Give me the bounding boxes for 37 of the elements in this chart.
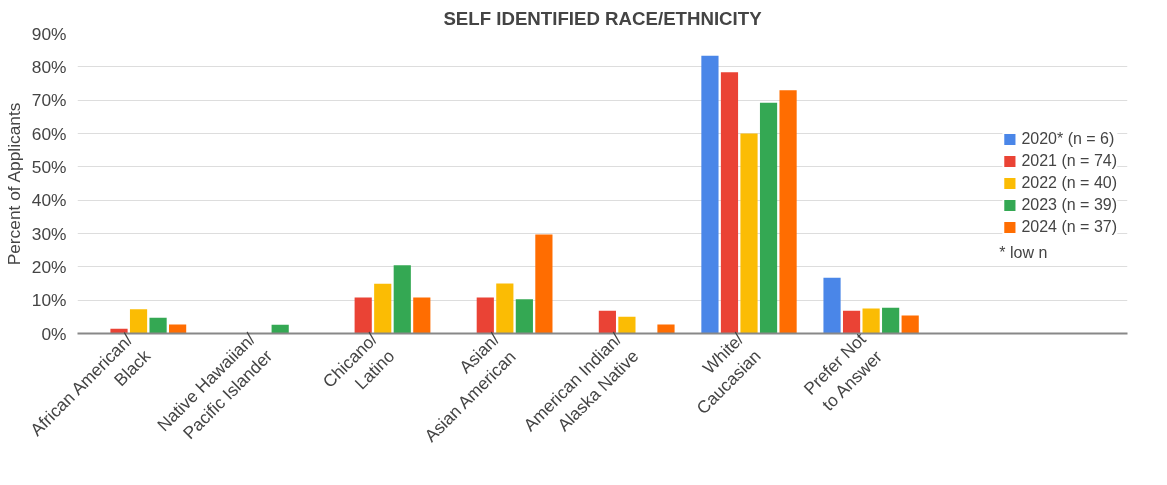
bar [413,297,431,334]
y-tick-label: 90% [31,23,67,44]
y-tick-label: 40% [31,190,67,211]
bar [515,299,533,334]
y-tick-label: 30% [31,223,67,244]
bar [149,317,167,334]
y-tick-label: 60% [31,123,67,144]
bar [657,324,675,334]
chart-title: SELF IDENTIFIED RACE/ETHNICITY [443,7,763,29]
y-tick-label: 50% [31,156,67,177]
text: * low n [999,243,1048,261]
bar [823,277,841,334]
bar [374,283,392,334]
bar [393,265,411,334]
bar [535,234,553,334]
y-tick-label: 0% [41,323,67,344]
bar [740,133,758,334]
y-axis-title: Percent of Applicants [3,102,24,266]
y-tick-label: 80% [31,56,67,77]
bar [618,316,636,334]
legend-label: 2024 (n = 37) [1021,218,1117,236]
legend-label: 2021 (n = 74) [1021,152,1117,170]
bar [842,310,861,334]
bar [779,90,797,334]
bar [882,307,900,334]
bar [759,102,778,334]
bar [496,283,514,334]
y-tick-label: 10% [31,290,67,311]
legend-label: 2020* (n = 6) [1021,130,1115,148]
y-tick-label: 20% [31,256,67,277]
legend-label: 2023 (n = 39) [1021,196,1117,214]
bar [862,308,880,334]
bar [271,324,289,334]
legend-label: 2022 (n = 40) [1021,174,1117,192]
bar [129,309,148,334]
y-tick-label: 70% [31,90,67,111]
bar [901,315,919,334]
